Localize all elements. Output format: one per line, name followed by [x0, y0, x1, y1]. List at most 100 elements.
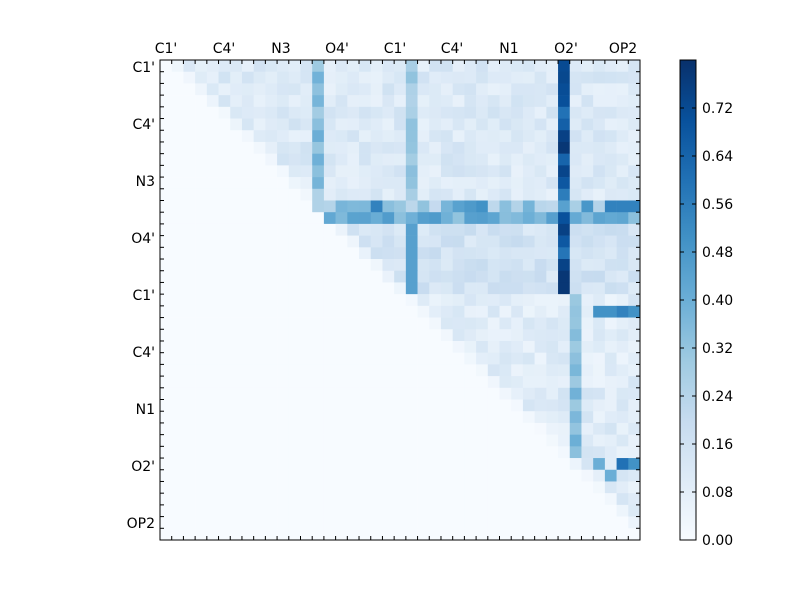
- heatmap-cell: [171, 106, 184, 119]
- heatmap-cell: [171, 95, 184, 108]
- heatmap-cell: [417, 188, 430, 201]
- heatmap-cell: [171, 305, 184, 318]
- heatmap-cell: [288, 188, 301, 201]
- heatmap-cell: [534, 106, 547, 119]
- heatmap-cell: [604, 259, 617, 272]
- heatmap-cell: [429, 458, 442, 471]
- heatmap-cell: [628, 223, 641, 236]
- heatmap-cell: [581, 259, 594, 272]
- heatmap-cell: [558, 458, 571, 471]
- heatmap-cell: [604, 376, 617, 389]
- heatmap-cell: [440, 95, 453, 108]
- heatmap-cell: [160, 481, 173, 494]
- heatmap-cell: [487, 130, 500, 143]
- heatmap-cell: [183, 352, 196, 365]
- heatmap-cell: [183, 188, 196, 201]
- heatmap-cell: [581, 270, 594, 283]
- heatmap-cell: [452, 528, 465, 541]
- heatmap-cell: [347, 212, 360, 225]
- heatmap-cell: [534, 364, 547, 377]
- heatmap-cell: [183, 259, 196, 272]
- heatmap-cell: [288, 387, 301, 400]
- x-tick-label: C1': [155, 41, 178, 57]
- heatmap-cell: [183, 481, 196, 494]
- heatmap-cell: [593, 364, 606, 377]
- heatmap-cell: [195, 504, 208, 517]
- heatmap-cell: [499, 235, 512, 248]
- heatmap-cell: [312, 294, 325, 307]
- heatmap-cell: [253, 118, 266, 131]
- heatmap-cell: [171, 153, 184, 166]
- heatmap-cell: [464, 317, 477, 330]
- heatmap-cell: [522, 364, 535, 377]
- heatmap-cell: [452, 223, 465, 236]
- heatmap-cell: [370, 399, 383, 412]
- heatmap-cell: [558, 223, 571, 236]
- heatmap-cell: [593, 95, 606, 108]
- heatmap-cell: [312, 340, 325, 353]
- heatmap-cell: [616, 188, 629, 201]
- heatmap-cell: [476, 411, 489, 424]
- heatmap-cell: [464, 177, 477, 190]
- plot-frame: [159, 59, 641, 541]
- heatmap-cell: [277, 305, 290, 318]
- heatmap-cell: [534, 504, 547, 517]
- heatmap-cell: [487, 247, 500, 260]
- heatmap-cell: [499, 352, 512, 365]
- heatmap-cell: [359, 60, 372, 73]
- heatmap-cell: [183, 141, 196, 154]
- heatmap-cell: [546, 270, 559, 283]
- heatmap-cell: [604, 387, 617, 400]
- heatmap-cell: [534, 118, 547, 131]
- heatmap-cell: [522, 118, 535, 131]
- heatmap-cell: [581, 71, 594, 84]
- heatmap-cell: [347, 364, 360, 377]
- heatmap-cell: [522, 153, 535, 166]
- heatmap-cell: [452, 118, 465, 131]
- heatmap-cell: [253, 399, 266, 412]
- heatmap-cell: [382, 305, 395, 318]
- heatmap-cell: [370, 259, 383, 272]
- heatmap-cell: [323, 71, 336, 84]
- heatmap-cell: [593, 71, 606, 84]
- heatmap-cell: [300, 458, 313, 471]
- heatmap-cell: [464, 188, 477, 201]
- heatmap-cell: [628, 504, 641, 517]
- heatmap-cell: [277, 340, 290, 353]
- heatmap-cell: [206, 376, 219, 389]
- heatmap-cell: [464, 364, 477, 377]
- heatmap-cell: [394, 504, 407, 517]
- heatmap-cell: [511, 247, 524, 260]
- heatmap-cell: [335, 387, 348, 400]
- heatmap-cell: [440, 83, 453, 96]
- heatmap-cell: [347, 528, 360, 541]
- heatmap-cell: [546, 188, 559, 201]
- heatmap-cell: [288, 235, 301, 248]
- heatmap-cell: [312, 200, 325, 213]
- heatmap-cell: [604, 294, 617, 307]
- heatmap-cell: [370, 376, 383, 389]
- heatmap-cell: [206, 493, 219, 506]
- heatmap-cell: [230, 399, 243, 412]
- heatmap-cell: [253, 329, 266, 342]
- heatmap-cell: [288, 106, 301, 119]
- heatmap-cell: [171, 270, 184, 283]
- heatmap-cell: [476, 399, 489, 412]
- heatmap-cell: [511, 399, 524, 412]
- heatmap-cell: [558, 387, 571, 400]
- heatmap-cell: [440, 71, 453, 84]
- heatmap-cell: [335, 493, 348, 506]
- heatmap-cell: [628, 469, 641, 482]
- heatmap-cell: [382, 528, 395, 541]
- heatmap-cell: [370, 422, 383, 435]
- heatmap-cell: [183, 294, 196, 307]
- heatmap-cell: [359, 71, 372, 84]
- heatmap-cell: [534, 481, 547, 494]
- heatmap-cell: [429, 305, 442, 318]
- heatmap-cell: [581, 516, 594, 529]
- heatmap-cell: [546, 469, 559, 482]
- heatmap-cell: [206, 387, 219, 400]
- heatmap-cell: [265, 270, 278, 283]
- heatmap-cell: [604, 434, 617, 447]
- heatmap-cell: [230, 106, 243, 119]
